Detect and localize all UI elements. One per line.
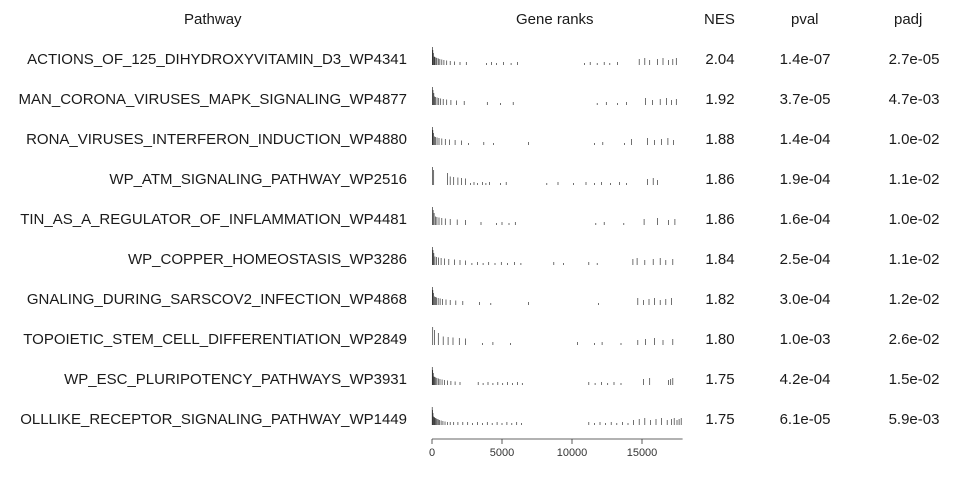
nes-value: 1.84 — [705, 251, 735, 268]
tick-label-5000: 5000 — [489, 447, 515, 459]
pval-value: 1.0e-03 — [779, 331, 831, 348]
nes-value: 1.92 — [705, 91, 735, 108]
header-nes: NES — [704, 11, 735, 28]
header-padj: padj — [894, 11, 923, 28]
gene-rank-barcode — [432, 47, 677, 65]
nes-value: 1.80 — [705, 331, 735, 348]
gene-rank-barcode — [432, 127, 674, 145]
nes-value: 2.04 — [705, 51, 735, 68]
padj-value: 5.9e-03 — [888, 411, 940, 428]
pathway-name: RONA_VIRUSES_INTERFERON_INDUCTION_WP4880 — [26, 131, 407, 148]
pathway-name: TIN_AS_A_REGULATOR_OF_INFLAMMATION_WP448… — [20, 211, 407, 228]
header-pval: pval — [791, 11, 819, 28]
tick-label-10000: 10000 — [556, 447, 588, 459]
header-gene-ranks: Gene ranks — [516, 11, 594, 28]
nes-value: 1.86 — [705, 171, 735, 188]
pval-value: 3.7e-05 — [779, 91, 831, 108]
pval-value: 3.0e-04 — [779, 291, 831, 308]
pval-value: 1.4e-07 — [779, 51, 831, 68]
pval-value: 1.4e-04 — [779, 131, 831, 148]
padj-value: 1.0e-02 — [888, 131, 940, 148]
nes-value: 1.88 — [705, 131, 735, 148]
padj-value: 1.0e-02 — [888, 211, 940, 228]
padj-value: 1.2e-02 — [888, 291, 940, 308]
pathway-name: WP_ATM_SIGNALING_PATHWAY_WP2516 — [109, 171, 407, 188]
gene-rank-barcode — [432, 247, 674, 265]
tick-label-0: 0 — [428, 447, 436, 459]
gene-rank-barcode — [432, 327, 674, 345]
pval-value: 4.2e-04 — [779, 371, 831, 388]
gene-rank-barcode — [432, 167, 658, 185]
nes-value: 1.75 — [705, 371, 735, 388]
gene-rank-barcode — [432, 87, 677, 105]
pathway-name: OLLLIKE_RECEPTOR_SIGNALING_PATHWAY_WP144… — [20, 411, 407, 428]
pathway-name: GNALING_DURING_SARSCOV2_INFECTION_WP4868 — [26, 291, 407, 308]
nes-value: 1.75 — [705, 411, 735, 428]
padj-value: 1.1e-02 — [888, 251, 940, 268]
nes-value: 1.82 — [705, 291, 735, 308]
pval-value: 1.6e-04 — [779, 211, 831, 228]
pathway-name: WP_COPPER_HOMEOSTASIS_WP3286 — [128, 251, 407, 268]
padj-value: 4.7e-03 — [888, 91, 940, 108]
padj-value: 2.6e-02 — [888, 331, 940, 348]
tick-label-15000: 15000 — [626, 447, 658, 459]
pathway-name: WP_ESC_PLURIPOTENCY_PATHWAYS_WP3931 — [64, 371, 407, 388]
pathway-name: TOPOIETIC_STEM_CELL_DIFFERENTIATION_WP28… — [23, 331, 407, 348]
gene-rank-barcode — [432, 287, 672, 305]
pathway-name: ACTIONS_OF_125_DIHYDROXYVITAMIN_D3_WP434… — [27, 51, 407, 68]
pval-value: 6.1e-05 — [779, 411, 831, 428]
padj-value: 1.5e-02 — [888, 371, 940, 388]
pathway-name: MAN_CORONA_VIRUSES_MAPK_SIGNALING_WP4877 — [18, 91, 407, 108]
padj-value: 1.1e-02 — [888, 171, 940, 188]
pval-value: 1.9e-04 — [779, 171, 831, 188]
nes-value: 1.86 — [705, 211, 735, 228]
gene-rank-barcode — [431, 367, 674, 385]
padj-value: 2.7e-05 — [888, 51, 940, 68]
header-pathway: Pathway — [184, 11, 242, 28]
gene-rank-barcode — [432, 207, 676, 225]
gene-rank-barcode — [431, 407, 682, 425]
pval-value: 2.5e-04 — [779, 251, 831, 268]
